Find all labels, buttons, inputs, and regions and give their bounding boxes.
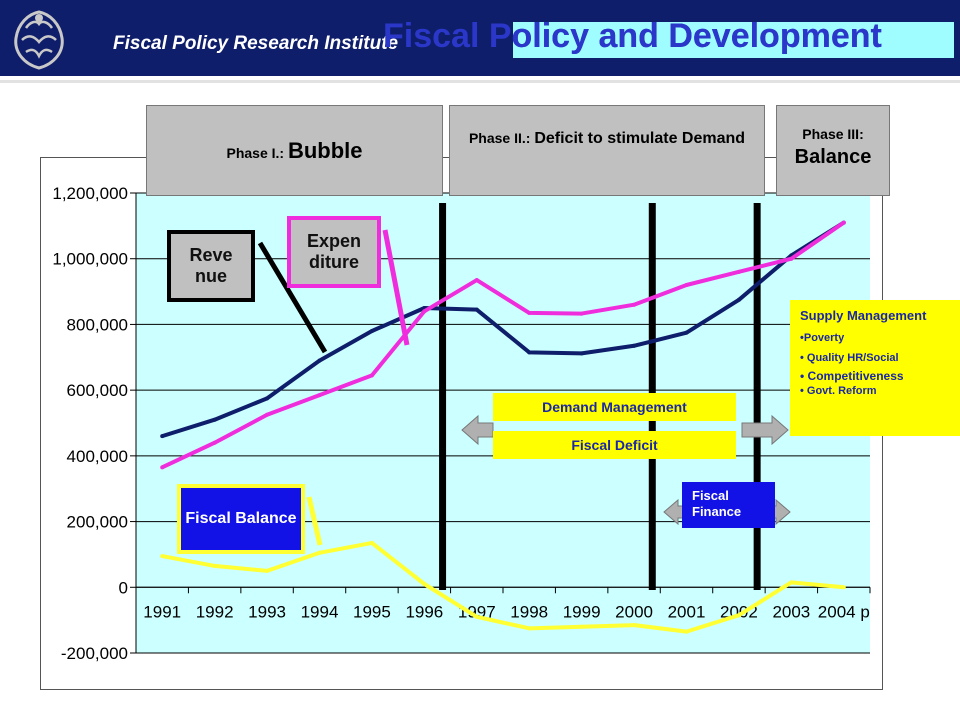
- series-line-fiscal-balance: [161, 540, 844, 634]
- y-tick-label: 0: [119, 578, 128, 597]
- phase-2-prefix: Phase II.:: [468, 130, 535, 146]
- x-tick-label: 1994: [301, 602, 339, 621]
- data-point: [317, 393, 322, 398]
- left-arrow-icon: [461, 414, 494, 446]
- phase-3-prefix: Phase III:: [802, 126, 864, 142]
- data-point: [841, 220, 846, 225]
- data-point: [265, 568, 270, 573]
- garuda-emblem-icon: [14, 10, 64, 70]
- supply-title: Supply Management: [800, 308, 927, 323]
- title-highlight: [513, 22, 954, 58]
- demand-management-bar: Demand Management: [493, 393, 736, 421]
- data-point: [474, 307, 479, 312]
- x-tick-label: 1991: [143, 602, 181, 621]
- supply-item-poverty: •Poverty: [800, 331, 845, 344]
- data-point: [212, 440, 217, 445]
- page-title: Fiscal Policy and Development: [513, 17, 882, 55]
- x-tick-label: 1996: [405, 602, 443, 621]
- phase-3-name: Balance: [794, 146, 872, 168]
- fiscal-balance-pointer: [306, 496, 323, 546]
- y-tick-label: 600,000: [67, 381, 128, 400]
- fiscal-finance-box: Fiscal Finance: [682, 482, 775, 528]
- revenue-label: Reve nue: [167, 230, 255, 302]
- x-tick-label: 2001: [668, 602, 706, 621]
- supply-item-competitiveness: • Competitiveness: [800, 369, 904, 384]
- x-tick-label: 1998: [510, 602, 548, 621]
- data-point: [632, 623, 637, 628]
- data-point: [841, 585, 846, 590]
- data-point: [369, 540, 374, 545]
- data-point: [684, 283, 689, 287]
- y-tick-label: 800,000: [67, 315, 128, 334]
- supply-item-quality-hr: • Quality HR/Social: [800, 352, 899, 365]
- data-point: [160, 465, 165, 470]
- data-point: [527, 350, 532, 355]
- data-point: [632, 302, 637, 307]
- data-point: [317, 550, 322, 555]
- data-point: [212, 417, 217, 422]
- institute-name: Fiscal Policy Research Institute: [113, 33, 399, 54]
- data-point: [684, 629, 689, 634]
- y-tick-label: 1,200,000: [52, 184, 128, 203]
- phase-3-box: Phase III: Balance: [776, 105, 890, 196]
- supply-item-govt-reform: • Govt. Reform: [800, 384, 877, 397]
- x-tick-label: 1999: [563, 602, 601, 621]
- data-point: [527, 626, 532, 631]
- data-point: [369, 329, 374, 333]
- title-ghost-text: Fiscal Policy and Development: [383, 17, 882, 55]
- data-point: [422, 582, 427, 586]
- y-tick-label: 200,000: [67, 513, 128, 532]
- phase-1-prefix: Phase I.:: [226, 145, 288, 161]
- phase-1-name: Bubble: [287, 138, 363, 163]
- data-point: [579, 351, 584, 356]
- fiscal-deficit-bar: Fiscal Deficit: [493, 431, 736, 459]
- y-tick-label: 1,000,000: [52, 250, 128, 269]
- phase-2-name: Deficit to stimulate Demand: [534, 130, 746, 147]
- right-arrow-icon: [741, 414, 789, 446]
- data-point: [579, 624, 584, 629]
- x-tick-label: 1995: [353, 602, 391, 621]
- supply-management-box: Supply Management •Poverty • Quality HR/…: [790, 300, 960, 436]
- x-tick-label: 1992: [196, 602, 234, 621]
- x-tick-label: 2003: [772, 602, 810, 621]
- series-line-revenue: [161, 220, 845, 439]
- phase-2-box: Phase II.: Deficit to stimulate Demand: [449, 105, 765, 196]
- data-point: [527, 310, 532, 315]
- data-point: [160, 554, 165, 559]
- data-point: [317, 358, 322, 363]
- revenue-pointer: [257, 241, 328, 354]
- data-point: [736, 613, 741, 618]
- data-point: [684, 330, 689, 335]
- x-tick-label: 2004 p: [818, 602, 870, 621]
- data-point: [736, 269, 741, 274]
- x-tick-label: 1997: [458, 602, 496, 621]
- data-point: [369, 373, 374, 378]
- x-tick-label: 2000: [615, 602, 653, 621]
- x-tick-label: 1993: [248, 602, 286, 621]
- data-point: [474, 614, 479, 619]
- data-point: [474, 278, 479, 283]
- fiscal-balance-label: Fiscal Balance: [177, 484, 305, 554]
- data-point: [265, 412, 270, 417]
- data-point: [160, 434, 165, 439]
- series-line-expenditure: [161, 220, 845, 470]
- data-point: [265, 396, 270, 401]
- expenditure-pointer: [382, 229, 410, 346]
- data-point: [579, 311, 584, 316]
- y-tick-label: -200,000: [61, 644, 128, 663]
- data-point: [632, 343, 637, 348]
- header-divider: [0, 80, 960, 83]
- expenditure-label: Expen diture: [287, 216, 381, 288]
- data-point: [422, 309, 427, 314]
- header-bar: Fiscal Policy Research Institute Fiscal …: [0, 0, 960, 76]
- data-point: [789, 256, 794, 261]
- y-tick-label: 400,000: [67, 447, 128, 466]
- data-point: [736, 297, 741, 302]
- data-point: [789, 580, 794, 585]
- data-point: [212, 563, 217, 568]
- phase-1-box: Phase I.: Bubble: [146, 105, 443, 196]
